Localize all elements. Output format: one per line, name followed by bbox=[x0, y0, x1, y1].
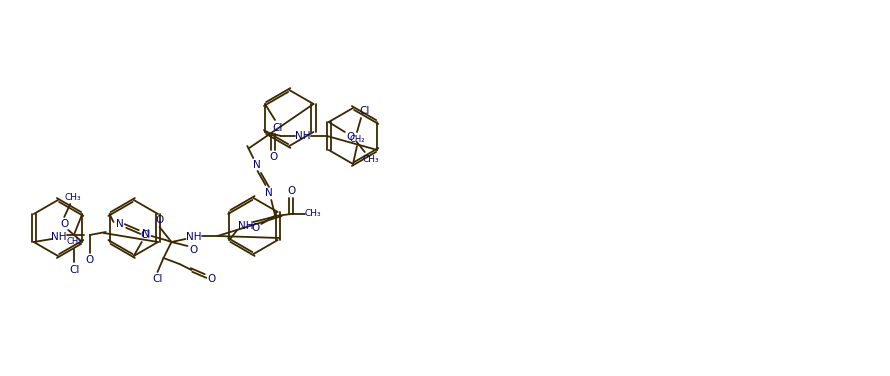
Text: O: O bbox=[85, 255, 93, 265]
Text: O: O bbox=[156, 215, 164, 225]
Text: O: O bbox=[61, 219, 69, 229]
Text: O: O bbox=[346, 132, 355, 142]
Text: NH: NH bbox=[238, 221, 253, 231]
Text: NH: NH bbox=[186, 232, 201, 242]
Text: Cl: Cl bbox=[273, 123, 283, 133]
Text: O: O bbox=[269, 152, 277, 162]
Text: CH₂: CH₂ bbox=[67, 238, 82, 247]
Text: N: N bbox=[142, 229, 150, 239]
Text: O: O bbox=[251, 223, 259, 233]
Text: Cl: Cl bbox=[69, 265, 79, 275]
Text: N: N bbox=[265, 188, 273, 198]
Text: Cl: Cl bbox=[152, 274, 163, 284]
Text: O: O bbox=[287, 186, 295, 196]
Text: NH: NH bbox=[51, 232, 67, 242]
Text: N: N bbox=[116, 219, 124, 229]
Text: Cl: Cl bbox=[360, 106, 370, 116]
Text: CH₂: CH₂ bbox=[349, 135, 365, 144]
Text: O: O bbox=[207, 274, 215, 284]
Text: CH₃: CH₃ bbox=[305, 209, 321, 218]
Text: O: O bbox=[190, 245, 198, 255]
Text: CH₃: CH₃ bbox=[65, 193, 82, 202]
Text: CH₃: CH₃ bbox=[362, 155, 379, 164]
Text: Cl: Cl bbox=[141, 230, 151, 240]
Text: NH: NH bbox=[295, 131, 311, 141]
Text: N: N bbox=[254, 160, 261, 170]
